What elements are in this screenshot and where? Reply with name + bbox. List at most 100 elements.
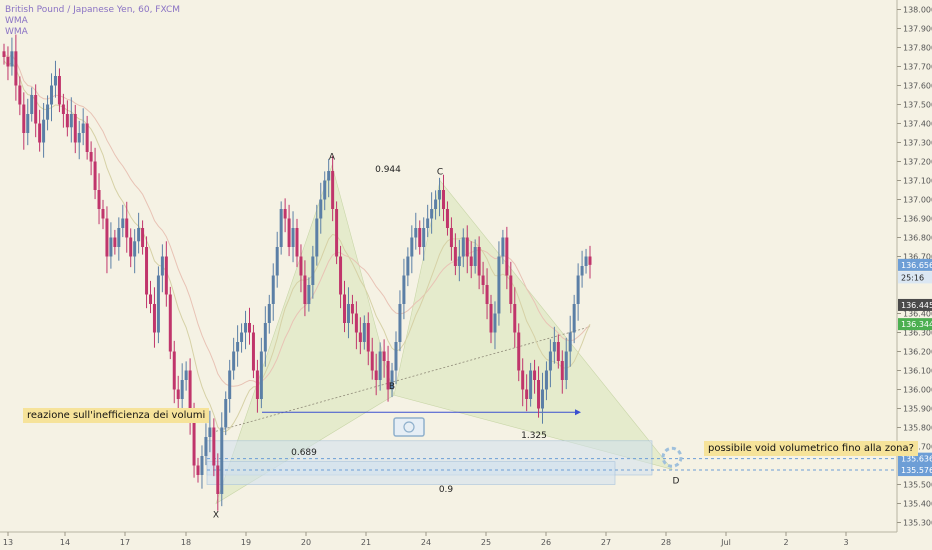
y-tick-label: 136.400 [903, 310, 932, 319]
candle-body [160, 256, 164, 276]
candle-body [240, 332, 244, 342]
candle-body [580, 266, 584, 276]
candle-body [247, 323, 251, 333]
price-label-text: 135.576 [901, 466, 932, 475]
candle-body [81, 123, 85, 133]
candle-body [279, 209, 283, 247]
candle-body [366, 323, 370, 352]
price-label-bg [898, 464, 932, 477]
pattern-label-c: C [437, 168, 443, 178]
y-tick-label: 137.000 [903, 196, 932, 205]
candle-body [271, 275, 275, 304]
y-tick-label: 136.900 [903, 215, 932, 224]
y-tick-label: 137.900 [903, 25, 932, 34]
annotation-void-volumetric[interactable]: possibile void volumetrico fino alla zon… [704, 441, 918, 456]
candle-body [216, 465, 220, 494]
candle-body [228, 370, 232, 399]
candle-body [370, 351, 374, 371]
candle-body [50, 85, 54, 105]
candle-body [263, 323, 267, 352]
candle-body [129, 237, 133, 257]
x-tick-label: 25 [481, 538, 491, 547]
candle-body [453, 247, 457, 266]
candle-body [65, 114, 69, 128]
price-label-bg [898, 258, 932, 271]
trendline [215, 326, 591, 432]
x-tick-label: 20 [301, 538, 311, 547]
candle-body [69, 114, 73, 128]
candle-body [232, 351, 236, 371]
arrow-head [575, 409, 581, 416]
candle-body [236, 342, 240, 352]
candle-body [410, 237, 414, 257]
candle-body [564, 351, 568, 380]
candle-body [145, 247, 149, 295]
candle-body [465, 237, 469, 257]
legend-wma-1: WMA [5, 16, 28, 26]
candle-body [121, 218, 125, 228]
candle-body [212, 427, 216, 466]
x-tick-label: 24 [421, 538, 431, 547]
candle-body [378, 351, 382, 380]
candle-body [18, 85, 22, 105]
candle-body [259, 351, 263, 399]
candle-body [204, 437, 208, 456]
candle-body [426, 218, 430, 228]
x-tick-label: 28 [661, 538, 671, 547]
candle-body [224, 399, 228, 428]
candle-body [22, 104, 26, 133]
candle-body [46, 104, 50, 120]
y-tick-label: 137.300 [903, 139, 932, 148]
candle-body [323, 180, 327, 200]
pattern-label-a: A [329, 152, 336, 162]
candle-body [152, 304, 156, 333]
x-tick-label: 2 [783, 538, 788, 547]
candle-body [374, 370, 378, 380]
candle-body [331, 171, 335, 209]
candle-body [196, 465, 200, 475]
price-label-text: 136.344 [901, 320, 932, 329]
candle-body [10, 51, 14, 67]
candle-body [188, 370, 192, 418]
candle-body [57, 76, 61, 105]
candle-body [251, 332, 255, 371]
candle-body [501, 237, 505, 257]
candle-body [208, 427, 212, 437]
candle-body [382, 351, 386, 361]
candle-body [26, 114, 30, 133]
price-label-bg [898, 298, 932, 311]
candle-body [105, 218, 109, 257]
y-tick-label: 136.200 [903, 348, 932, 357]
candle-body [77, 133, 81, 143]
candle-body [53, 76, 57, 86]
pattern-label-x: X [213, 511, 219, 521]
candle-body [362, 323, 366, 342]
candle-body [568, 332, 572, 352]
candle-body [457, 256, 461, 266]
y-tick-label: 135.500 [903, 481, 932, 490]
candle-body [267, 304, 271, 323]
candle-body [445, 209, 449, 228]
candle-body [493, 313, 497, 333]
candle-body [533, 370, 537, 380]
price-label-text: 136.656 [901, 261, 932, 270]
candle-body [442, 190, 445, 209]
y-tick-label: 137.800 [903, 44, 932, 53]
candle-body [517, 332, 521, 371]
candle-body [30, 95, 34, 114]
wma-line-2 [3, 60, 591, 433]
candle-body [42, 119, 46, 143]
candle-body [6, 57, 10, 67]
x-tick-label: 26 [541, 538, 551, 547]
candle-body [521, 370, 525, 390]
candle-body [430, 209, 434, 219]
candle-body [109, 237, 113, 257]
annotation-volume-inefficiency[interactable]: reazione sull'inefficienza dei volumi [23, 408, 210, 423]
price-label-bg [898, 271, 932, 284]
candle-body [509, 275, 513, 304]
y-tick-label: 137.100 [903, 177, 932, 186]
candle-body [386, 361, 390, 390]
pattern-label-d: D [673, 476, 680, 486]
money-icon [393, 417, 425, 437]
